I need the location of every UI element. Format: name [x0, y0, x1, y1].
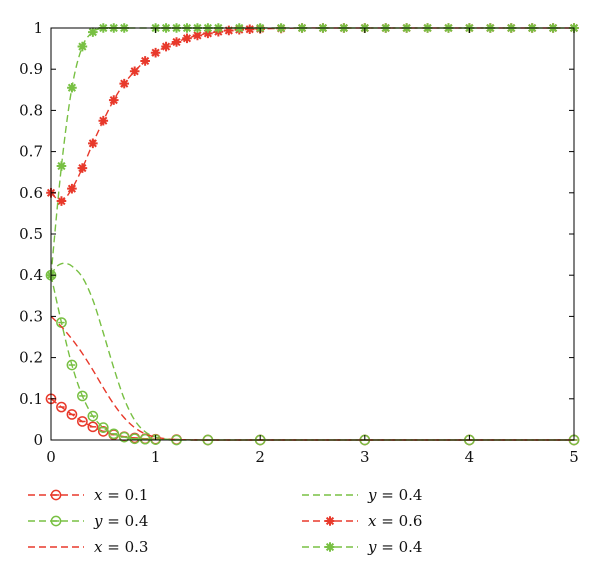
data-point-x06-6: [108, 95, 119, 105]
legend-label-y04c: y = 0.4: [367, 538, 422, 556]
data-point-x06-2: [67, 183, 77, 194]
series-x06: [46, 23, 579, 206]
data-point-y04a-6: [108, 428, 120, 440]
y-tick-label-7: 0.7: [19, 143, 43, 161]
y-tick-label-1: 0.1: [19, 390, 43, 408]
legend-label-x01: x = 0.1: [94, 486, 148, 504]
data-point-x01-2: [66, 409, 78, 420]
data-point-x06-14: [192, 30, 203, 41]
series-line-y04a: [50, 275, 574, 441]
data-point-x06-15: [203, 28, 213, 39]
legend-value-y04a: = 0.4: [102, 512, 148, 530]
data-point-x06-1: [56, 196, 67, 206]
legend-entry-x06: x = 0.6: [302, 512, 422, 530]
x-tick-label-0: 0: [46, 448, 56, 466]
series-line-y04b: [50, 262, 574, 441]
legend: x = 0.1 y = 0.4y = 0.4 x = 0.6x = 0.3 y = 0…: [28, 486, 422, 556]
y-tick-label-10: 1: [33, 19, 43, 37]
legend-value-y04c: = 0.4: [376, 538, 422, 556]
legend-variable-y04a: y: [93, 512, 103, 530]
y-tick-label-8: 0.8: [19, 101, 43, 119]
data-point-x06-13: [182, 33, 192, 44]
data-point-y04a-5: [97, 422, 109, 433]
legend-marker-x06: [325, 516, 335, 526]
x-tick-label-5: 5: [569, 448, 579, 466]
data-point-x06-5: [98, 115, 109, 126]
y-tick-label-2: 0.2: [19, 349, 43, 367]
legend-value-x01: = 0.1: [102, 486, 148, 504]
data-point-y04a-3: [77, 390, 88, 402]
y-tick-label-3: 0.3: [19, 307, 43, 325]
data-point-x01-4: [87, 421, 99, 433]
legend-value-x03: = 0.3: [102, 538, 148, 556]
legend-marker-y04a: [50, 515, 62, 527]
legend-entry-y04a: y = 0.4: [28, 512, 148, 530]
data-point-x01-1: [56, 401, 67, 413]
legend-variable-y04c: y: [367, 538, 377, 556]
legend-value-y04b: = 0.4: [376, 486, 422, 504]
data-point-x06-17: [224, 25, 234, 36]
legend-value-x06: = 0.6: [376, 512, 422, 530]
data-point-x06-11: [161, 41, 171, 52]
series-line-x03: [50, 315, 574, 441]
plot-area: [45, 23, 580, 446]
series-line-y04c: [50, 26, 574, 276]
data-point-x06-9: [140, 56, 150, 66]
data-point-y04a-2: [66, 359, 78, 371]
data-point-x06-7: [119, 78, 130, 89]
series-x03: [50, 315, 574, 441]
y-tick-label-6: 0.6: [19, 184, 43, 202]
data-point-y04c-2: [67, 82, 77, 93]
data-point-y04a-9: [139, 433, 151, 445]
data-point-x06-12: [171, 37, 182, 47]
legend-entry-x01: x = 0.1: [28, 486, 148, 504]
legend-entry-y04c: y = 0.4: [302, 538, 422, 556]
data-point-y04a-4: [87, 410, 99, 422]
data-point-y04c-1: [56, 161, 67, 171]
y-tick-label-0: 0: [33, 431, 43, 449]
legend-label-x06: x = 0.6: [368, 512, 422, 530]
x-tick-label-3: 3: [360, 448, 370, 466]
data-point-y04a-7: [118, 431, 130, 443]
series-y04b: [50, 262, 574, 441]
legend-variable-y04b: y: [367, 486, 377, 504]
x-tick-label-2: 2: [255, 448, 265, 466]
legend-variable-x06: x: [368, 512, 377, 530]
data-point-y04a-8: [129, 433, 141, 445]
data-point-x06-19: [244, 24, 255, 35]
series-line-x06: [50, 27, 574, 202]
axes: 0 1 2 3 4 5 0 0.1 0.2 0.3 0.4 0.5 0.6 0.7 0.8 0.9 1: [19, 19, 579, 466]
y-tick-label-4: 0.4: [19, 266, 43, 284]
data-point-y04c-3: [77, 41, 88, 52]
legend-marker-x01: [50, 489, 62, 501]
legend-entry-x03: x = 0.3: [28, 538, 148, 556]
legend-variable-x03: x: [94, 538, 103, 556]
plot-frame: [50, 27, 575, 441]
series-y04c: [46, 23, 579, 280]
x-tick-label-1: 1: [151, 448, 161, 466]
legend-variable-x01: x: [94, 486, 103, 504]
legend-label-y04b: y = 0.4: [367, 486, 422, 504]
legend-entry-y04b: y = 0.4: [302, 486, 422, 504]
data-point-x01-3: [77, 416, 88, 427]
y-tick-label-5: 0.5: [19, 225, 43, 243]
data-point-x06-3: [77, 163, 88, 173]
legend-marker-y04c: [325, 542, 335, 552]
y-tick-label-9: 0.9: [19, 60, 43, 78]
legend-label-y04a: y = 0.4: [93, 512, 148, 530]
data-point-x06-4: [88, 138, 98, 149]
data-point-y04c-4: [88, 27, 98, 37]
data-point-x06-10: [150, 47, 161, 58]
x-tick-label-4: 4: [465, 448, 475, 466]
legend-label-x03: x = 0.3: [94, 538, 148, 556]
data-point-x06-8: [129, 66, 140, 77]
series-y04a: [45, 269, 580, 446]
series-line-x01: [50, 398, 574, 441]
